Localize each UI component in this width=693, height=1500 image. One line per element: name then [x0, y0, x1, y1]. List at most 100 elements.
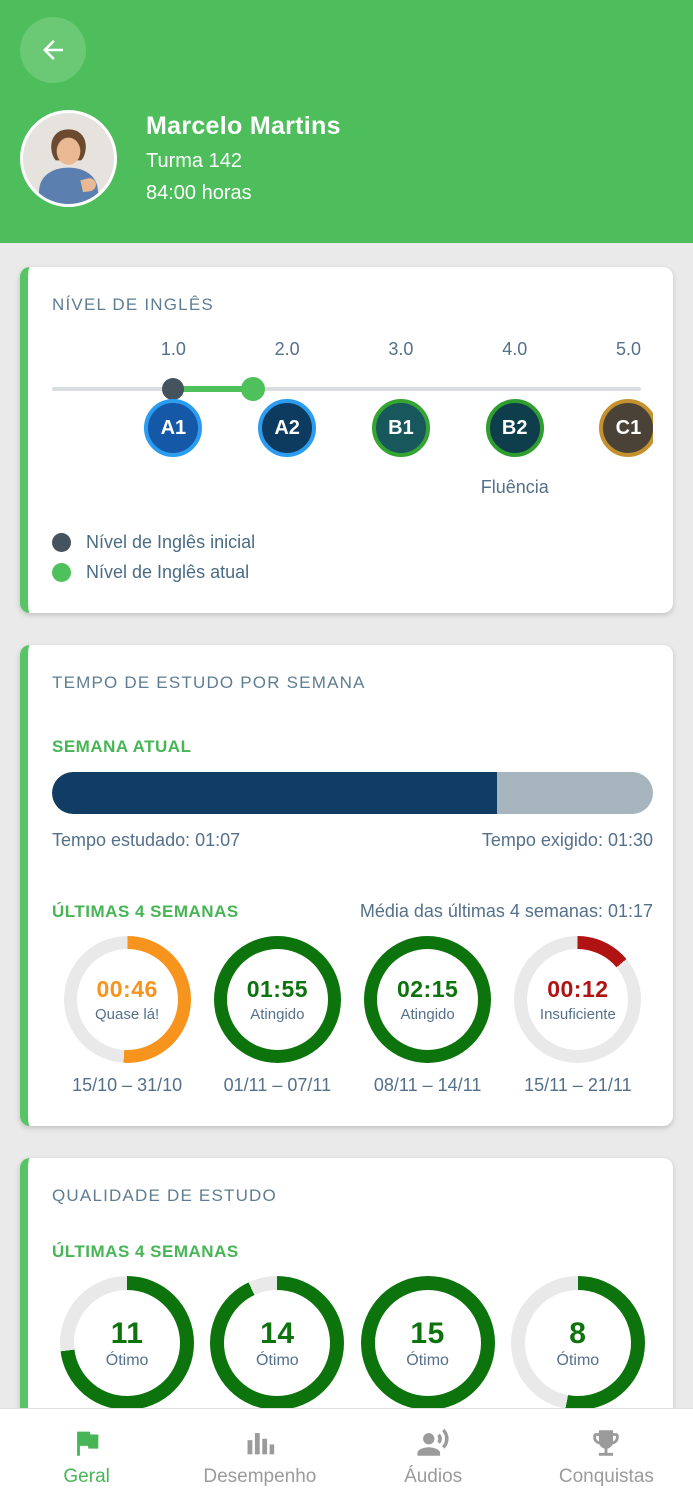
nav-item[interactable]: Desempenho — [173, 1409, 346, 1500]
progress-ring: 02:15 Atingido — [364, 936, 492, 1063]
progress-ring: 00:12 Insuficiente — [514, 936, 642, 1063]
slider-current-dot — [241, 377, 266, 401]
slider-initial-dot — [162, 378, 185, 400]
level-badge-label: C1 — [615, 416, 642, 439]
study-quality-card: QUALIDADE DE ESTUDO ÚLTIMAS 4 SEMANAS 11… — [20, 1158, 673, 1440]
nav-item[interactable]: Áudios — [347, 1409, 520, 1500]
scale-tick-label: 4.0 — [502, 339, 528, 359]
week-date-range: 15/10 – 31/10 — [72, 1075, 183, 1095]
legend-label: Nível de Inglês inicial — [86, 532, 256, 552]
weekly-time-rings: 00:46 Quase lá! 15/10 – 31/10 01:55 Atin… — [52, 936, 653, 1096]
trophy-icon — [589, 1426, 623, 1460]
ring-quality-value: 11 — [110, 1316, 144, 1350]
progress-ring: 00:46 Quase lá! — [63, 936, 191, 1063]
week-quality-ring: 15 Ótimo — [353, 1276, 503, 1410]
scale-tick-label: 2.0 — [274, 339, 300, 359]
scale-labels: 1.0 2.0 3.0 4.0 5.0 — [52, 339, 653, 361]
week-time-ring: 02:15 Atingido 08/11 – 14/11 — [353, 936, 503, 1096]
ring-status: Ótimo — [105, 1351, 149, 1369]
week-date-range: 01/11 – 07/11 — [223, 1075, 332, 1095]
level-badge: C1 — [599, 399, 653, 457]
scale-tick-label: 1.0 — [160, 339, 186, 359]
progress-ring: 01:55 Atingido — [213, 936, 341, 1063]
ring-time-value: 01:55 — [246, 976, 309, 1002]
ring-quality-value: 15 — [410, 1316, 445, 1350]
english-level-card: NÍVEL DE INGLÊS 1.0 2.0 3.0 4.0 5.0 A1 — [20, 267, 673, 613]
ring-status: Ótimo — [256, 1351, 299, 1369]
week-progress-fill — [52, 772, 497, 814]
level-badge: A1 — [144, 399, 203, 457]
legend-label: Nível de Inglês atual — [86, 562, 250, 582]
progress-ring: 11 Ótimo — [60, 1276, 195, 1410]
last-weeks-label: ÚLTIMAS 4 SEMANAS — [52, 902, 239, 921]
level-badge: B2 — [485, 399, 544, 457]
ring-status: Insuficiente — [539, 1006, 616, 1023]
scale-tick-label: 5.0 — [615, 339, 641, 359]
week-progress-bar — [52, 772, 653, 814]
week-quality-ring: 14 Ótimo — [202, 1276, 352, 1410]
ring-status: Atingido — [250, 1006, 305, 1023]
ring-time-value: 02:15 — [396, 976, 459, 1002]
content: NÍVEL DE INGLÊS 1.0 2.0 3.0 4.0 5.0 A1 — [0, 243, 693, 1440]
progress-ring: 8 Ótimo — [510, 1276, 645, 1410]
nav-item-label: Conquistas — [558, 1465, 654, 1487]
time-required-label: Tempo exigido: 01:30 — [481, 830, 653, 850]
ring-quality-value: 8 — [569, 1316, 587, 1350]
study-time-title: TEMPO DE ESTUDO POR SEMANA — [52, 673, 366, 692]
ring-status: Ótimo — [556, 1351, 600, 1369]
profile-header: Marcelo Martins Turma 142 84:00 horas — [0, 0, 693, 243]
study-quality-title: QUALIDADE DE ESTUDO — [52, 1186, 277, 1205]
ring-time-value: 00:12 — [547, 976, 609, 1002]
arrow-left-icon — [43, 40, 63, 60]
ring-status: Ótimo — [406, 1351, 449, 1369]
level-badge-label: B1 — [388, 416, 414, 439]
week-time-ring: 01:55 Atingido 01/11 – 07/11 — [202, 936, 352, 1096]
profile-name: Marcelo Martins — [146, 112, 341, 140]
level-badge-label: A1 — [160, 416, 187, 439]
slider-track-line — [52, 387, 641, 391]
week-time-ring: 00:46 Quase lá! 15/10 – 31/10 — [52, 936, 202, 1096]
legend-dot — [52, 563, 71, 582]
week-quality-ring: 8 Ótimo — [503, 1276, 653, 1410]
avatar — [20, 110, 117, 207]
legend-dot — [52, 533, 71, 552]
progress-ring: 14 Ótimo — [210, 1276, 345, 1410]
level-badge: A2 — [258, 399, 317, 457]
slider-progress-segment — [173, 386, 254, 392]
avatar-photo-placeholder — [23, 113, 114, 204]
bar-chart-icon — [243, 1426, 277, 1460]
level-badges: A1 A2 B1 B2 — [52, 399, 653, 465]
scale-tick-label: 3.0 — [388, 339, 414, 359]
voice-icon — [416, 1426, 450, 1460]
ring-status: Quase lá! — [95, 1006, 160, 1023]
back-button[interactable] — [20, 17, 86, 83]
level-badge-label: B2 — [501, 416, 528, 439]
profile-class: Turma 142 — [146, 150, 242, 172]
profile-hours: 84:00 horas — [146, 182, 252, 204]
average-label: Média das últimas 4 semanas: 01:17 — [359, 901, 653, 921]
level-legend: Nível de Inglês inicial Nível de Inglês … — [52, 532, 653, 583]
time-studied-label: Tempo estudado: 01:07 — [52, 830, 241, 850]
ring-time-value: 00:46 — [96, 976, 158, 1002]
nav-item[interactable]: Geral — [0, 1409, 173, 1500]
quality-last-weeks-label: ÚLTIMAS 4 SEMANAS — [52, 1242, 239, 1261]
nav-item-label: Geral — [63, 1465, 110, 1487]
english-level-title: NÍVEL DE INGLÊS — [52, 295, 214, 314]
fluency-label: Fluência — [480, 477, 549, 497]
level-slider: 1.0 2.0 3.0 4.0 5.0 A1 A2 — [52, 339, 653, 507]
level-badge-label: A2 — [274, 416, 300, 439]
week-quality-ring: 11 Ótimo — [52, 1276, 202, 1410]
legend-item: Nível de Inglês inicial — [52, 532, 653, 553]
week-date-range: 08/11 – 14/11 — [373, 1075, 482, 1095]
ring-status: Atingido — [400, 1006, 455, 1023]
nav-item[interactable]: Conquistas — [520, 1409, 693, 1500]
current-week-label: SEMANA ATUAL — [52, 737, 192, 756]
nav-item-label: Desempenho — [203, 1465, 317, 1487]
week-time-ring: 00:12 Insuficiente 15/11 – 21/11 — [503, 936, 653, 1096]
study-time-card: TEMPO DE ESTUDO POR SEMANA SEMANA ATUAL … — [20, 645, 673, 1126]
slider-track — [52, 377, 653, 401]
ring-quality-value: 14 — [260, 1316, 295, 1350]
flag-icon — [70, 1426, 104, 1460]
nav-item-label: Áudios — [404, 1465, 463, 1487]
